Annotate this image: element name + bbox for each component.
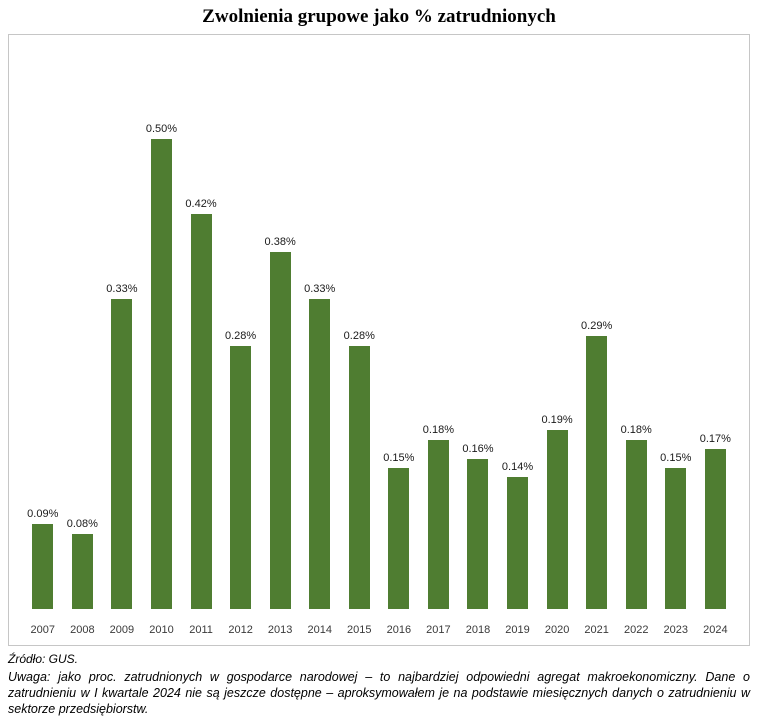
x-axis-label-2009: 2009 [109, 624, 135, 636]
bar-value-label-2011: 0.42% [185, 198, 217, 210]
x-axis-label-2008: 2008 [70, 624, 95, 636]
bar-column-2009: 0.33% [102, 35, 142, 609]
bar-column-2022: 0.18% [616, 35, 656, 609]
x-axis-labels: 2007 2008 2009 2010 2011 2012 2013 2014 2015 2016… [23, 624, 735, 636]
x-axis-label-2013: 2013 [267, 624, 293, 636]
x-axis-label-2012: 2012 [228, 624, 253, 636]
bar-value-label-2016: 0.15% [383, 452, 415, 464]
bar-column-2023: 0.15% [656, 35, 696, 609]
x-axis-label-2010: 2010 [149, 624, 174, 636]
bar-2010 [150, 139, 172, 609]
bar-2013 [269, 252, 291, 609]
bar-value-label-2021: 0.29% [581, 320, 613, 332]
bar-value-label-2015: 0.28% [343, 330, 375, 342]
bar-2020 [546, 430, 568, 609]
bar-column-2024: 0.17% [696, 35, 736, 609]
bar-value-label-2013: 0.38% [264, 236, 296, 248]
bar-2007 [32, 524, 54, 609]
bar-2017 [427, 440, 449, 609]
bar-value-label-2018: 0.16% [462, 443, 494, 455]
bar-column-2007: 0.09% [23, 35, 63, 609]
bar-column-2018: 0.16% [458, 35, 498, 609]
x-axis-label-2015: 2015 [347, 624, 372, 636]
x-axis-label-2020: 2020 [544, 624, 570, 636]
bar-value-label-2007: 0.09% [27, 508, 59, 520]
bar-2018 [467, 459, 489, 609]
bar-2023 [665, 468, 687, 609]
x-axis-label-2011: 2011 [189, 624, 213, 636]
bar-column-2012: 0.28% [221, 35, 261, 609]
bar-2014 [309, 299, 331, 609]
bar-column-2008: 0.08% [63, 35, 103, 609]
bar-value-label-2014: 0.33% [304, 283, 336, 295]
bar-value-label-2023: 0.15% [660, 452, 692, 464]
bar-2019 [507, 477, 529, 609]
bar-column-2011: 0.42% [181, 35, 221, 609]
bar-2022 [625, 440, 647, 609]
bar-column-2017: 0.18% [419, 35, 459, 609]
bar-value-label-2008: 0.08% [66, 518, 98, 530]
bar-2012 [230, 346, 252, 609]
x-axis-label-2007: 2007 [30, 624, 56, 636]
plot-area: 0.09% 0.08% 0.33% 0.50% 0.42% 0.28% 0.38% 0.33%… [23, 35, 735, 609]
bar-value-label-2024: 0.17% [699, 433, 731, 445]
bar-value-label-2022: 0.18% [620, 424, 652, 436]
x-axis-label-2022: 2022 [623, 624, 649, 636]
bar-column-2010: 0.50% [142, 35, 182, 609]
bar-column-2014: 0.33% [300, 35, 340, 609]
bar-2011 [190, 214, 212, 609]
chart-frame: 0.09% 0.08% 0.33% 0.50% 0.42% 0.28% 0.38% 0.33%… [8, 34, 750, 646]
bar-column-2019: 0.14% [498, 35, 538, 609]
x-axis-label-2023: 2023 [663, 624, 689, 636]
x-axis-label-2014: 2014 [307, 624, 332, 636]
bar-2015 [348, 346, 370, 609]
x-axis-label-2017: 2017 [426, 624, 451, 636]
x-axis-label-2016: 2016 [386, 624, 412, 636]
bar-2016 [388, 468, 410, 609]
bar-2021 [586, 336, 608, 609]
bar-value-label-2019: 0.14% [501, 461, 534, 473]
source-note: Źródło: GUS. [8, 652, 79, 666]
x-axis-label-2024: 2024 [703, 624, 728, 636]
bar-column-2013: 0.38% [260, 35, 300, 609]
bar-column-2021: 0.29% [577, 35, 617, 609]
x-axis-label-2021: 2021 [584, 624, 609, 636]
x-axis-label-2019: 2019 [505, 624, 530, 636]
bar-2008 [71, 534, 93, 609]
footnote: Uwaga: jako proc. zatrudnionych w gospod… [8, 670, 750, 716]
bar-value-label-2009: 0.33% [106, 283, 138, 295]
bar-column-2016: 0.15% [379, 35, 419, 609]
bar-2009 [111, 299, 133, 609]
bar-value-label-2020: 0.19% [541, 414, 573, 426]
bar-value-label-2010: 0.50% [145, 123, 178, 135]
bar-column-2020: 0.19% [537, 35, 577, 609]
bar-column-2015: 0.28% [340, 35, 380, 609]
bar-2024 [704, 449, 726, 609]
bar-value-label-2012: 0.28% [224, 330, 257, 342]
x-axis-label-2018: 2018 [465, 624, 491, 636]
bar-value-label-2017: 0.18% [422, 424, 454, 436]
chart-title: Zwolnienia grupowe jako % zatrudnionych [202, 6, 556, 27]
